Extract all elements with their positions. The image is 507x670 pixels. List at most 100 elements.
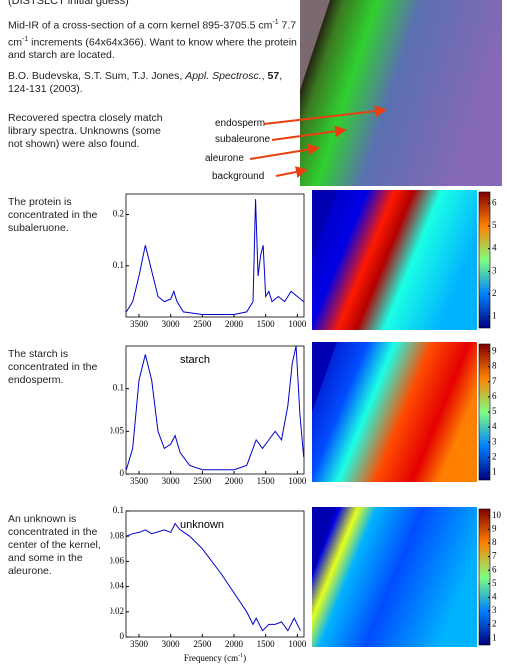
spectrum-chart: 0 0.02 0.04 0.06 0.08 0.1 3500 3000 2500 2000 1500…: [110, 505, 307, 663]
colorbar-tick-label: 4: [492, 421, 497, 431]
plot-frame: [125, 345, 305, 475]
x-tick-label: 1000: [288, 476, 307, 486]
x-tick-label: 3500: [130, 319, 149, 329]
text: ,: [261, 70, 268, 82]
y-tick-label: 0: [120, 468, 125, 478]
x-tick-label: 2000: [225, 319, 244, 329]
concentration-map: [312, 507, 477, 647]
intro: Mid-IR of a cross-section of a corn kern…: [8, 16, 300, 62]
text: -1: [238, 653, 243, 659]
y-tick-label: 0.05: [110, 425, 125, 435]
colorbar-tick-label: 5: [492, 406, 497, 416]
x-tick-label: 1500: [257, 639, 276, 649]
x-tick-label: 2000: [225, 476, 244, 486]
x-tick-label: 1500: [257, 319, 276, 329]
y-tick-label: 0.1: [113, 505, 124, 515]
colorbar-tick-label: 2: [492, 288, 497, 298]
x-tick-label: 1500: [257, 476, 276, 486]
text: B.O. Budevska, S.T. Sum, T.J. Jones,: [8, 70, 186, 82]
colorbar-tick-label: 9: [492, 346, 497, 356]
text: -1: [22, 35, 29, 43]
map-corner: [312, 342, 337, 412]
colorbar-tick-label: 2: [492, 619, 497, 629]
colorbar-tick-label: 3: [492, 265, 497, 275]
map-corner: [312, 507, 337, 577]
description: The protein is concentrated in the subal…: [8, 196, 98, 234]
x-tick-label: 1000: [288, 639, 307, 649]
y-tick-label: 0.02: [110, 606, 124, 616]
y-tick-label: 0.06: [110, 555, 125, 565]
colorbar: 1 2 3 4 5 6: [478, 191, 497, 329]
colorbar-tick-label: 7: [492, 551, 497, 561]
y-tick-label: 0.1: [113, 260, 124, 270]
map-corner: [312, 190, 337, 260]
x-axis-label: Frequency (cm-1): [184, 653, 246, 663]
text: 7.7 cm: [8, 19, 297, 49]
plot-frame: [125, 193, 305, 318]
chart-label: unknown: [180, 519, 224, 531]
image-label: background: [212, 171, 265, 182]
text: -1: [272, 19, 279, 26]
colorbar-tick-label: 8: [492, 361, 497, 371]
arrows: [249, 105, 387, 178]
colorbar-tick-label: 3: [492, 436, 497, 446]
colorbar-tick-label: 6: [492, 391, 497, 401]
map: [312, 342, 477, 482]
spectrum-line: [125, 199, 304, 315]
text: ): [243, 653, 246, 663]
title: (DISTSLCT initial guess): [8, 0, 129, 7]
colorbar-tick-label: 1: [492, 467, 497, 477]
x-tick-label: 3000: [162, 639, 181, 649]
colorbar-tick-label: 4: [492, 591, 497, 601]
summary: Recovered spectra closely match library …: [8, 112, 163, 150]
text: Appl. Spectrosc.: [185, 70, 262, 82]
y-tick-label: 0.2: [113, 209, 124, 219]
colorbar-scale: [478, 191, 491, 329]
spectrum-chart: 0 0.05 0.1 3500 3000 2500 2000 1500 1000 starch: [110, 345, 307, 486]
colorbar-tick-label: 8: [492, 537, 497, 547]
spectrum-chart: 0.1 0.2 3500 3000 2500 2000 1500 1000: [113, 193, 307, 329]
x-tick-label: 2000: [225, 639, 244, 649]
spectrum-line: [125, 345, 305, 471]
description: An unknown is concentrated in the center…: [8, 513, 101, 577]
plot-frame: [125, 510, 305, 638]
text: increments (64x64x366). Want to know whe…: [8, 36, 297, 61]
colorbar: 1 2 3 4 5 6 7 8 9: [478, 343, 497, 481]
x-tick-label: 3000: [162, 319, 181, 329]
chart-label: starch: [180, 354, 210, 366]
cross-section-image: [300, 0, 502, 186]
map: [312, 190, 477, 330]
description: The starch is concentrated in the endosp…: [8, 348, 98, 386]
colorbar-tick-label: 4: [492, 243, 497, 253]
x-tick-label: 3500: [130, 639, 149, 649]
citation: B.O. Budevska, S.T. Sum, T.J. Jones, App…: [8, 70, 300, 96]
text: , 124-131 (2003).: [8, 70, 283, 95]
x-tick-label: 1000: [288, 319, 307, 329]
colorbar-tick-label: 2: [492, 451, 497, 461]
colorbar-tick-label: 5: [492, 220, 497, 230]
map: [312, 507, 477, 647]
y-tick-label: 0: [120, 631, 125, 641]
y-tick-label: 0.04: [110, 581, 125, 591]
colorbar-tick-label: 1: [492, 311, 497, 321]
image-label: subaleurone: [215, 134, 271, 145]
colorbar: 1 2 3 4 5 6 7 8 9 10: [478, 508, 502, 646]
y-tick-label: 0.08: [110, 530, 125, 540]
x-tick-label: 3000: [162, 476, 181, 486]
y-tick-label: 0.1: [113, 383, 124, 393]
x-tick-label: 2500: [193, 476, 212, 486]
image-label: aleurone: [205, 153, 244, 164]
image-label: endosperm: [215, 118, 266, 129]
colorbar-tick-label: 10: [492, 510, 502, 520]
colorbar-tick-label: 9: [492, 523, 497, 533]
colorbar-tick-label: 6: [492, 564, 497, 574]
colorbar-tick-label: 7: [492, 376, 497, 386]
text: Frequency (cm: [184, 653, 238, 663]
spectrum-line: [126, 522, 301, 632]
text: Mid-IR of a cross-section of a corn kern…: [8, 19, 273, 32]
concentration-map: [312, 342, 477, 482]
text: 57: [267, 70, 280, 82]
colorbar-scale: [478, 508, 491, 646]
x-tick-label: 2500: [193, 639, 212, 649]
